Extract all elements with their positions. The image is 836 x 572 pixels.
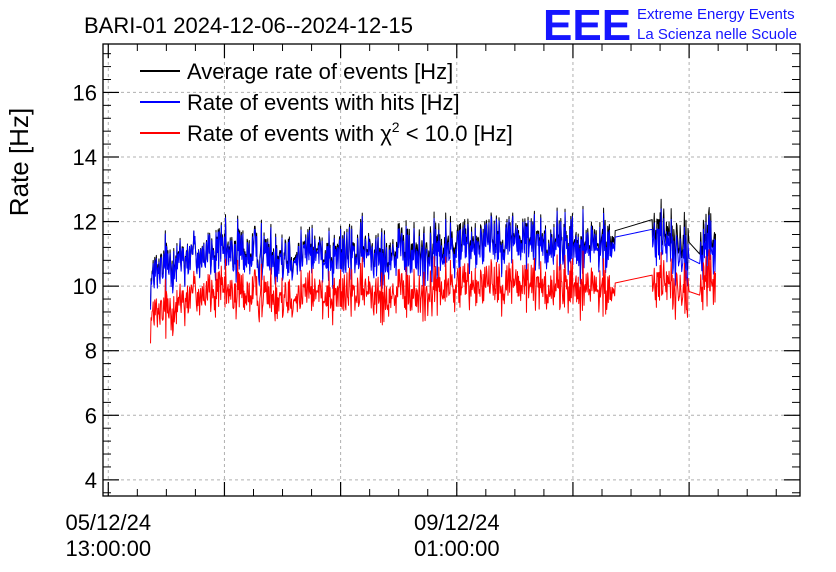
series-chi2-rate <box>150 249 717 344</box>
legend-label-chi2: Rate of events with χ2 < 10.0 [Hz] <box>187 119 513 146</box>
x-tick-label: 09/12/24 01:00:00 <box>414 510 500 561</box>
logo-line1: Extreme Energy Events <box>637 6 795 23</box>
x-tick-labels: 05/12/24 13:00:00 09/12/24 01:00:00 <box>65 510 499 561</box>
y-tick-label: 12 <box>73 210 97 235</box>
chart-title: BARI-01 2024-12-06--2024-12-15 <box>84 13 413 38</box>
legend: Average rate of events [Hz] Rate of even… <box>140 59 513 146</box>
y-tick-label: 10 <box>73 274 97 299</box>
legend-label-average: Average rate of events [Hz] <box>187 59 453 84</box>
y-tick-label: 4 <box>85 468 97 493</box>
series-group <box>150 198 717 344</box>
axis-ticks <box>103 44 800 496</box>
logo-mark: EEE <box>543 1 631 50</box>
y-tick-label: 16 <box>73 80 97 105</box>
plot-frame <box>102 43 801 497</box>
logo-line2: La Scienza nelle Scuole <box>637 26 797 43</box>
y-tick-label: 6 <box>85 403 97 428</box>
legend-label-hits: Rate of events with hits [Hz] <box>187 90 460 115</box>
eee-logo: EEE Extreme Energy Events La Scienza nel… <box>543 1 797 50</box>
x-tick-label: 05/12/24 13:00:00 <box>65 510 151 561</box>
y-tick-label: 14 <box>73 145 97 170</box>
y-tick-labels: 4 6 8 10 12 14 16 <box>73 80 97 492</box>
y-axis-label: Rate [Hz] <box>4 108 34 216</box>
y-tick-label: 8 <box>85 339 97 364</box>
